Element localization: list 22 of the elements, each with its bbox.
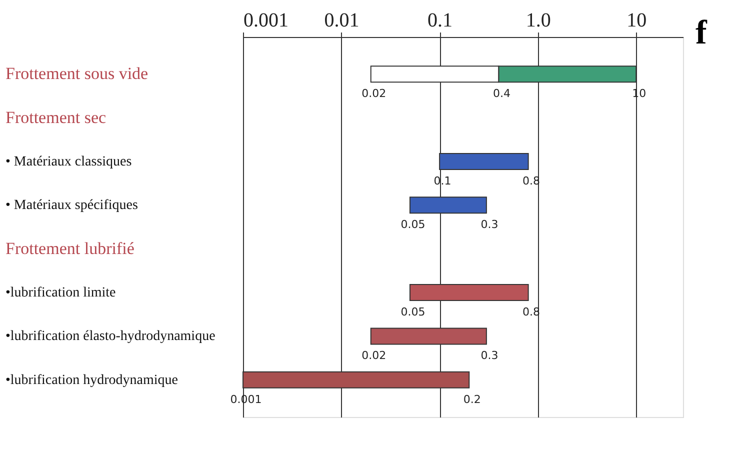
y-tick-label: Frottement lubrifié [6, 238, 134, 258]
y-tick-label: Frottement sec [6, 108, 107, 127]
annotation: 0.02 [362, 349, 386, 362]
y-tick-label: • Matériaux spécifiques [6, 198, 138, 214]
annotation: 0.02 [362, 87, 386, 100]
annotation: 0.05 [400, 218, 426, 232]
x-tick-label: 0.1 [428, 10, 453, 32]
y-tick-label: Frottement sous vide [6, 64, 148, 84]
annotation: 0.2 [463, 392, 481, 406]
annotation: 0.4 [492, 87, 510, 100]
x-tick-label: 0.001 [244, 10, 288, 32]
annotation: 0.3 [480, 349, 498, 362]
y-tick-label: •lubrification élasto-hydrodynamique [6, 329, 216, 344]
y-tick-label: •lubrification limite [6, 286, 116, 301]
annotation: 0.05 [400, 306, 426, 319]
annotation: 0.3 [480, 218, 498, 232]
x-axis-title: f [696, 14, 708, 52]
x-tick-label: 0.01 [324, 10, 360, 32]
y-tick-label: • Matériaux classiques [6, 154, 132, 170]
y-tick-label: •lubrification hydrodynamique [6, 372, 178, 388]
x-tick-label: 1.0 [526, 10, 551, 32]
x-tick-label: 10 [626, 10, 647, 32]
